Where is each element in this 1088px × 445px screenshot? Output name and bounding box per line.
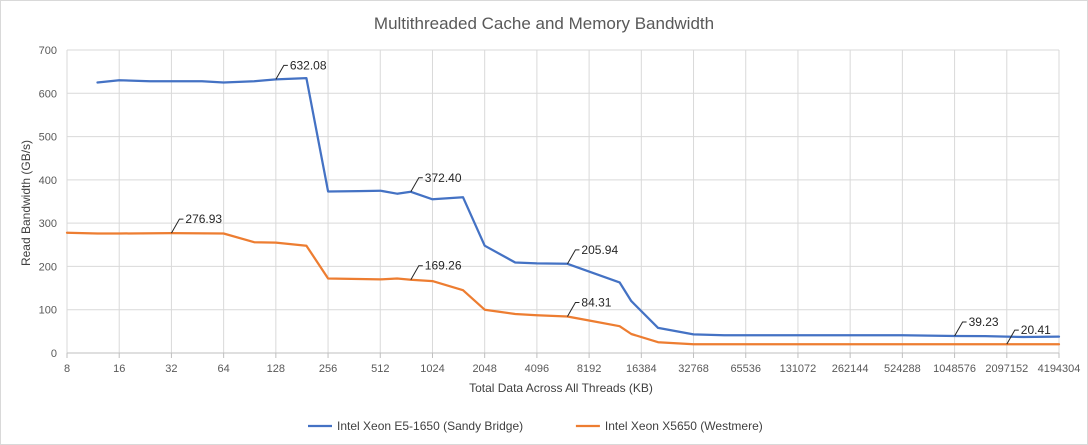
x-tick-label: 4194304 [1038,363,1081,375]
data-label: 205.94 [581,243,618,257]
x-tick-label: 8 [64,363,70,375]
data-label-leader [954,321,967,337]
x-tick-label: 128 [267,363,285,375]
x-tick-label: 2048 [472,363,496,375]
legend-label-0: Intel Xeon E5-1650 (Sandy Bridge) [337,419,523,433]
y-tick-label: 700 [39,45,57,57]
y-tick-label: 0 [51,348,57,360]
series-lines [65,76,1061,346]
x-axis-title: Total Data Across All Threads (KB) [469,381,653,395]
data-label-leader [275,64,288,80]
y-tick-label: 300 [39,218,57,230]
data-label: 39.23 [969,315,999,329]
data-labels: 632.08 372.40 205.94 39.23 276.93 169.26 84.31… [170,58,1051,345]
x-tick-label: 64 [218,363,230,375]
legend-label-1: Intel Xeon X5650 (Westmere) [605,419,763,433]
series-line-0 [96,76,1061,339]
data-label-leader [567,302,580,317]
x-tick-label: 16384 [626,363,657,375]
y-tick-label: 400 [39,175,57,187]
data-label-leader [1006,329,1019,345]
x-tick-label: 32768 [678,363,709,375]
data-label: 276.93 [185,212,222,226]
x-tick-label: 2097152 [985,363,1028,375]
x-tick-label: 524288 [884,363,921,375]
x-tick-label: 262144 [832,363,869,375]
data-label: 20.41 [1021,323,1051,337]
data-label-leader [170,218,184,234]
chart-title: Multithreaded Cache and Memory Bandwidth [374,14,714,33]
data-label-leader [410,265,423,280]
x-tick-label: 1048576 [933,363,976,375]
data-label: 169.26 [425,259,462,273]
x-tick-label: 8192 [577,363,601,375]
y-tick-label: 500 [39,132,57,144]
x-tick-label: 16 [113,363,125,375]
series-line-1 [65,231,1061,346]
data-label: 372.40 [425,171,462,185]
y-tick-label: 200 [39,261,57,273]
x-tick-label: 1024 [420,363,444,375]
gridlines [66,49,1060,353]
y-tick-label: 100 [39,305,57,317]
x-tick-label: 256 [319,363,337,375]
data-label: 84.31 [581,296,611,310]
data-label: 632.08 [290,58,327,72]
y-axis-title: Read Bandwidth (GB/s) [19,140,33,266]
axes: 0 100 200 300 400 500 600 700 8 16 32 64 128 256 512 10… [39,45,1081,375]
legend: Intel Xeon E5-1650 (Sandy Bridge) Intel X… [308,419,763,433]
data-label-leader [567,249,580,265]
x-tick-label: 65536 [730,363,761,375]
x-tick-label: 512 [371,363,389,375]
y-tick-label: 600 [39,88,57,100]
x-tick-label: 4096 [525,363,549,375]
data-label-leader [410,177,423,193]
x-tick-label: 131072 [780,363,817,375]
x-tick-label: 32 [165,363,177,375]
